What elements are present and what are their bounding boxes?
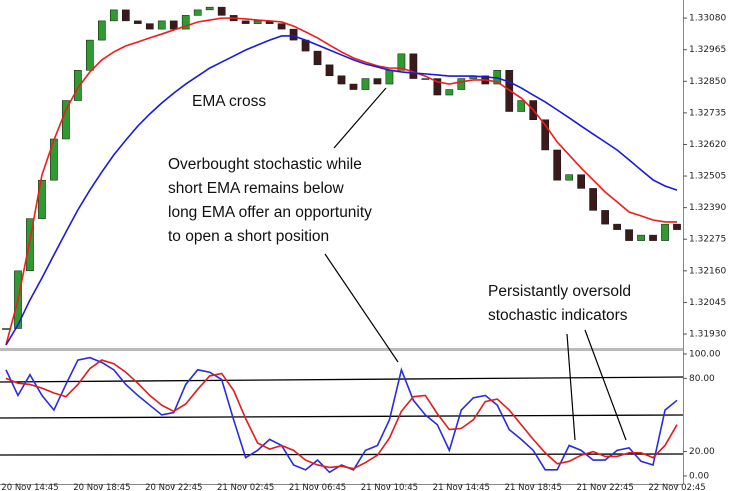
candle <box>277 23 286 30</box>
candle <box>217 6 226 16</box>
candle <box>86 39 94 71</box>
candle <box>397 53 406 71</box>
x-tick-label: 21 Nov 22:45 <box>576 483 633 491</box>
y-tick-label: 1.32275 <box>689 235 726 245</box>
x-tick-label: 20 Nov 22:45 <box>145 483 202 491</box>
y-tick-label: 1.31930 <box>689 329 726 339</box>
candle <box>577 174 585 189</box>
candle <box>337 75 346 85</box>
candle <box>637 234 645 241</box>
candle <box>649 234 657 241</box>
y-tick-label: 20.00 <box>689 447 715 457</box>
y-tick-label: 1.32735 <box>689 108 726 118</box>
candle <box>325 64 334 77</box>
pointer-line <box>324 253 399 363</box>
candle <box>157 20 166 30</box>
y-tick-label: 1.32160 <box>689 266 726 276</box>
candle <box>145 23 154 30</box>
candle <box>589 188 597 211</box>
panel-separator <box>0 348 683 351</box>
y-tick-label: 1.32045 <box>689 298 726 308</box>
candle <box>313 50 322 66</box>
candle <box>601 210 609 225</box>
candle <box>349 83 358 90</box>
x-tick-label: 21 Nov 18:45 <box>505 483 562 491</box>
candle <box>133 20 142 24</box>
candle <box>565 174 574 181</box>
candle <box>433 78 442 96</box>
x-tick-label: 20 Nov 14:45 <box>1 483 58 491</box>
candle <box>26 218 34 272</box>
candle <box>253 20 262 24</box>
candle <box>661 223 669 241</box>
candle <box>673 223 681 230</box>
y-tick-label: 0.00 <box>689 471 709 481</box>
candle <box>74 70 82 101</box>
y-tick-label: 80.00 <box>689 374 715 384</box>
drawn-level <box>0 414 684 419</box>
candle <box>517 100 526 112</box>
y-tick-label: 1.32505 <box>689 172 726 182</box>
x-tick-label: 21 Nov 14:45 <box>433 483 490 491</box>
candle <box>2 328 10 330</box>
y-tick-label: 1.32620 <box>689 140 726 150</box>
annotation: Persistantly oversold <box>488 283 631 300</box>
annotation: to open a short position <box>168 228 329 245</box>
candle <box>613 223 621 230</box>
y-tick-label: 1.32390 <box>689 203 726 213</box>
y-tick-label: 1.33080 <box>689 14 726 24</box>
candle <box>109 9 118 22</box>
drawn-level <box>0 376 684 383</box>
candle <box>98 20 106 41</box>
candle <box>38 179 46 219</box>
candle <box>241 20 250 24</box>
candle <box>121 9 130 22</box>
y-tick-label: 1.32850 <box>689 77 726 87</box>
line-series <box>5 35 678 346</box>
candle <box>181 15 190 30</box>
candle <box>205 6 214 11</box>
annotation: EMA cross <box>192 93 266 110</box>
candle <box>373 78 382 85</box>
candle <box>193 9 202 16</box>
x-tick-label: 21 Nov 06:45 <box>289 483 346 491</box>
candle <box>289 28 298 41</box>
candle <box>445 89 454 96</box>
candle <box>421 78 430 80</box>
annotation: stochastic indicators <box>488 307 628 324</box>
candle <box>541 119 550 151</box>
x-tick-label: 21 Nov 10:45 <box>361 483 418 491</box>
pointer-line <box>584 329 627 441</box>
candle <box>385 70 394 85</box>
candle <box>169 20 178 30</box>
annotation: long EMA offer an opportunity <box>168 204 372 221</box>
pointer-line <box>566 333 576 441</box>
x-tick-label: 21 Nov 02:45 <box>217 483 274 491</box>
candle <box>553 149 562 181</box>
candle <box>361 78 370 90</box>
y-tick-label: 1.32965 <box>689 45 726 55</box>
x-tick-label: 22 Nov 02:45 <box>648 483 705 491</box>
candle <box>457 78 466 90</box>
pointer-line <box>333 87 387 149</box>
y-tick-label: 100.00 <box>689 349 721 359</box>
line-series <box>5 356 678 474</box>
annotation: short EMA remains below <box>168 180 345 197</box>
drawn-level <box>0 453 684 456</box>
candle <box>625 229 633 241</box>
annotation: Overbought stochastic while <box>168 156 362 173</box>
candle <box>409 53 418 79</box>
line-series <box>5 17 678 346</box>
x-tick-label: 20 Nov 18:45 <box>73 483 130 491</box>
line-series <box>5 359 678 470</box>
